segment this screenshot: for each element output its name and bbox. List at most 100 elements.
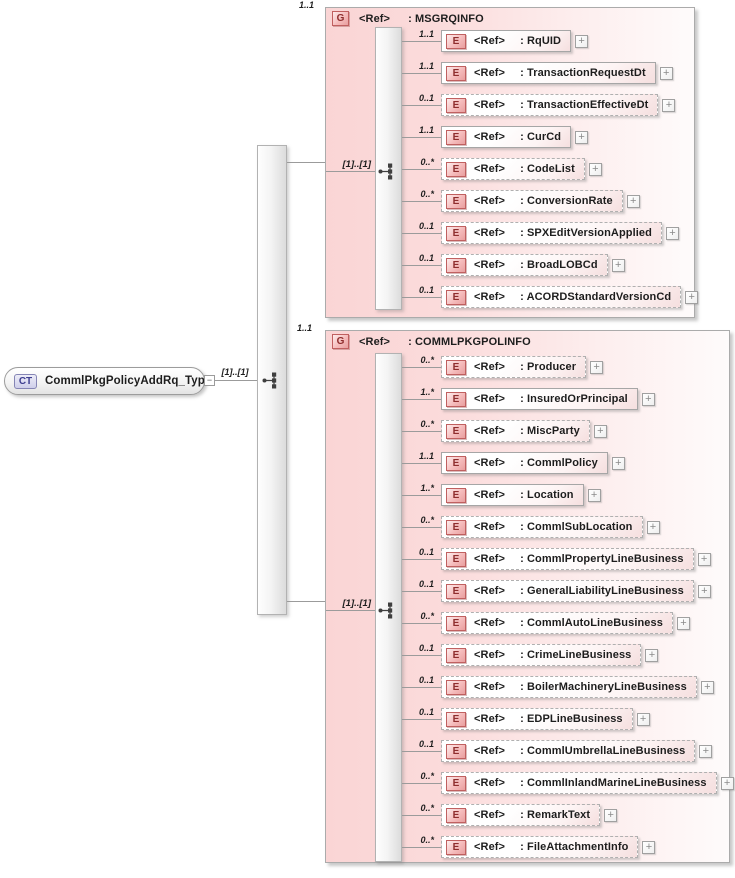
element-box[interactable]: E <Ref>: SPXEditVersionApplied [441,222,662,244]
element-box[interactable]: E <Ref>: CommlPolicy [441,452,608,474]
element-ref-label: <Ref> [474,67,506,79]
expand-icon[interactable]: + [642,840,656,854]
element-badge-icon: E [446,161,466,177]
element-name: : CommlPropertyLineBusiness [520,553,684,565]
element-name: : RqUID [520,35,562,47]
element-row: E <Ref>: Location + [441,484,601,506]
connector-line [402,687,441,688]
connector-line [402,297,441,298]
element-box[interactable]: E <Ref>: RqUID [441,30,572,52]
element-box[interactable]: E <Ref>: CommlPropertyLineBusiness [441,548,694,570]
element-ref-label: <Ref> [474,617,506,629]
expand-icon[interactable]: + [641,392,655,406]
element-ref-label: <Ref> [474,489,506,501]
element-box[interactable]: E <Ref>: ConversionRate [441,190,623,212]
expand-icon[interactable]: + [699,744,713,758]
element-box[interactable]: E <Ref>: BroadLOBCd [441,254,608,276]
element-name: : ConversionRate [520,195,613,207]
element-row: E <Ref>: CommlPolicy + [441,452,625,474]
element-ref-label: <Ref> [474,457,506,469]
connector-line [402,265,441,266]
expand-icon[interactable]: + [575,130,589,144]
root-connector-line [215,380,257,381]
expand-icon[interactable]: + [611,258,625,272]
root-type-name: CommlPkgPolicyAddRq_Type [45,375,212,387]
group-badge-icon: G [332,11,349,26]
element-box[interactable]: E <Ref>: BoilerMachineryLineBusiness [441,676,697,698]
occurrence-label: 0..1 [418,221,434,231]
element-row: E <Ref>: ConversionRate + [441,190,640,212]
element-badge-icon: E [446,129,466,145]
element-box[interactable]: E <Ref>: CommlSubLocation [441,516,643,538]
element-box[interactable]: E <Ref>: TransactionEffectiveDt [441,94,659,116]
element-box[interactable]: E <Ref>: CommlInlandMarineLineBusiness [441,772,717,794]
element-badge-icon: E [446,359,466,375]
element-badge-icon: E [446,391,466,407]
expand-icon[interactable]: + [593,424,607,438]
element-box[interactable]: E <Ref>: CommlAutoLineBusiness [441,612,673,634]
element-badge-icon: E [446,289,466,305]
element-box[interactable]: E <Ref>: TransactionRequestDt [441,62,656,84]
expand-icon[interactable]: + [587,488,601,502]
element-badge-icon: E [446,225,466,241]
element-badge-icon: E [446,711,466,727]
element-row: E <Ref>: CommlSubLocation + [441,516,660,538]
element-row: E <Ref>: BroadLOBCd + [441,254,625,276]
expand-icon[interactable]: + [697,584,711,598]
expand-icon[interactable]: + [590,360,604,374]
element-name: : Producer [520,361,577,373]
occurrence-label: 0..* [420,157,434,167]
element-box[interactable]: E <Ref>: CurCd [441,126,572,148]
element-row: E <Ref>: ACORDStandardVersionCd + [441,286,699,308]
connector-line [402,847,441,848]
expand-icon[interactable]: + [665,226,679,240]
element-box[interactable]: E <Ref>: ACORDStandardVersionCd [441,286,682,308]
expand-icon[interactable]: + [685,290,699,304]
element-box[interactable]: E <Ref>: MiscParty [441,420,590,442]
collapse-handle-icon[interactable]: − [204,375,215,386]
expand-icon[interactable]: + [588,162,602,176]
expand-icon[interactable]: + [636,712,650,726]
expand-icon[interactable]: + [645,648,659,662]
group-header[interactable]: G <Ref> : MSGRQINFO [332,11,484,26]
element-box[interactable]: E <Ref> : EDPLineBusiness [441,708,633,730]
element-box[interactable]: E <Ref>: CrimeLineBusiness [441,644,642,666]
element-ref-label: <Ref> [474,35,506,47]
element-name: : CurCd [520,131,562,143]
expand-icon[interactable]: + [604,808,618,822]
element-box[interactable]: E <Ref>: CodeList [441,158,585,180]
element-box[interactable]: E <Ref>: Producer [441,356,587,378]
occurrence-label: 0..1 [418,285,434,295]
expand-icon[interactable]: + [697,552,711,566]
element-box[interactable]: E <Ref>: RemarkText [441,804,601,826]
root-complextype-node[interactable]: CT CommlPkgPolicyAddRq_Type [4,367,211,395]
element-row: E <Ref>: FileAttachmentInfo + [441,836,656,858]
expand-icon[interactable]: + [700,680,714,694]
element-name: : EDPLineBusiness [520,713,623,725]
sequence-icon [378,602,393,619]
occurrence-label: 0..* [420,355,434,365]
group-header[interactable]: G <Ref> : COMMLPKGPOLINFO [332,334,531,349]
connector-line [287,601,325,602]
element-ref-label: <Ref> [474,521,506,533]
element-box[interactable]: E <Ref>: GeneralLiabilityLineBusiness [441,580,694,602]
expand-icon[interactable]: + [646,520,660,534]
element-box[interactable]: E <Ref>: Location [441,484,584,506]
expand-icon[interactable]: + [575,34,589,48]
group-sequence-bar [375,353,402,862]
expand-icon[interactable]: + [720,776,734,790]
occurrence-label: 0..1 [418,643,434,653]
connector-line [326,610,375,611]
expand-icon[interactable]: + [662,98,676,112]
element-box[interactable]: E <Ref>: InsuredOrPrincipal [441,388,638,410]
expand-icon[interactable]: + [659,66,673,80]
element-ref-label: <Ref> [474,713,506,725]
element-row: E <Ref>: RemarkText + [441,804,618,826]
expand-icon[interactable]: + [676,616,690,630]
element-box[interactable]: E <Ref>: CommlUmbrellaLineBusiness [441,740,696,762]
occurrence-label: 0..* [420,611,434,621]
expand-icon[interactable]: + [626,194,640,208]
expand-icon[interactable]: + [611,456,625,470]
element-box[interactable]: E <Ref>: FileAttachmentInfo [441,836,639,858]
occurrence-label: 1..1 [418,61,434,71]
